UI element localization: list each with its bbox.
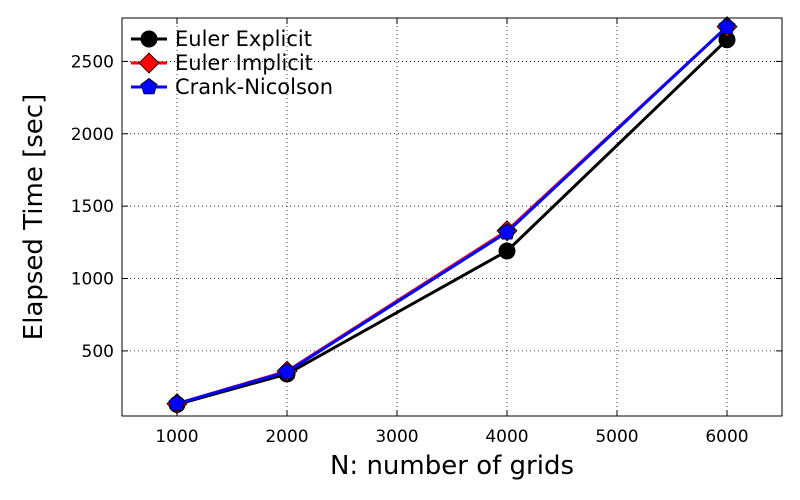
data-point: [498, 223, 516, 240]
x-tick-label: 6000: [705, 427, 748, 447]
legend-item: Euler Implicit: [131, 51, 313, 75]
legend-item: Euler Explicit: [131, 27, 312, 51]
series-line: [176, 25, 729, 406]
data-point: [718, 17, 736, 34]
data-point: [498, 242, 516, 260]
tick-layer: 1000 2000 3000 4000 5000 6000 500 1000 1500 2000 2…: [71, 18, 782, 447]
plot-frame: [121, 17, 783, 417]
data-point: [278, 362, 296, 380]
legend-label: Crank-Nicolson: [175, 75, 333, 99]
legend-marker: [140, 78, 158, 95]
x-tick-label: 1000: [155, 427, 198, 447]
x-tick-label: 3000: [375, 427, 418, 447]
x-tick-label: 4000: [485, 427, 528, 447]
x-tick-label: 2000: [265, 427, 308, 447]
series-crank-nicolson: [168, 17, 736, 411]
legend-marker: [140, 30, 158, 48]
y-tick-label: 500: [82, 342, 114, 362]
x-tick-label: 5000: [595, 427, 638, 447]
plot-background: [122, 18, 782, 416]
y-tick-label: 2000: [71, 125, 114, 145]
legend-marker: [138, 52, 160, 74]
y-tick-label: 2500: [71, 52, 114, 72]
x-axis-title: N: number of grids: [330, 451, 574, 481]
y-tick-label: 1000: [71, 270, 114, 290]
legend-label: Euler Explicit: [175, 27, 312, 51]
series-layer: [166, 16, 738, 415]
y-axis-title: Elapsed Time [sec]: [19, 94, 49, 340]
legend-item: Crank-Nicolson: [131, 75, 333, 99]
y-tick-label: 1500: [71, 197, 114, 217]
legend-label: Euler Implicit: [175, 51, 313, 75]
